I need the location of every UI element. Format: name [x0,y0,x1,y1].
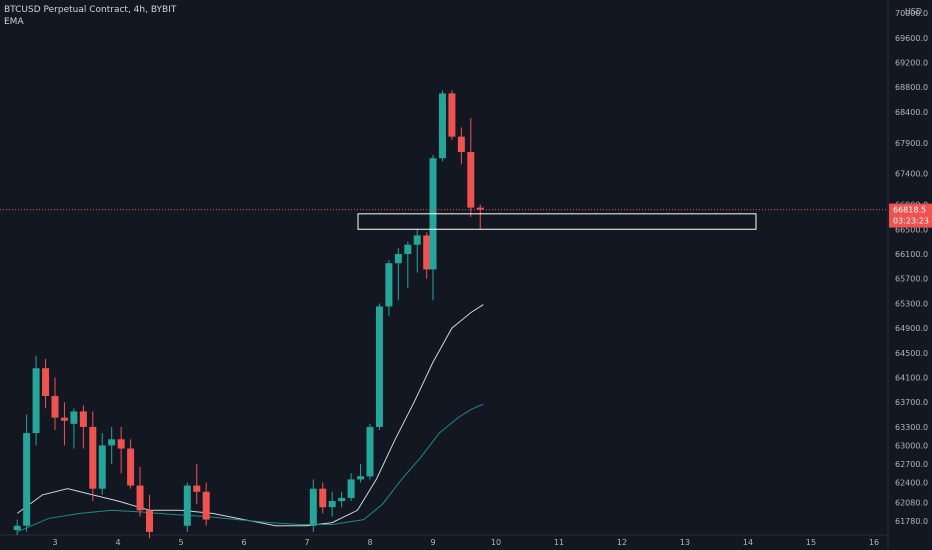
time-tick-7: 7 [304,538,309,547]
price-tick-9: 66100.0 [895,250,928,259]
candle-body-20 [328,501,336,508]
candle-body-1 [23,433,31,526]
time-tick-11: 11 [554,538,564,547]
price-tick-17: 63000.0 [895,441,928,450]
time-tick-10: 10 [491,538,501,547]
candle-body-22 [347,479,355,498]
price-tick-1: 69600.0 [895,34,928,43]
chart-legend: BTCUSD Perpetual Contract, 4h, BYBIT EMA [4,4,176,28]
price-tick-4: 68400.0 [895,108,928,117]
time-tick-6: 6 [241,538,246,547]
price-tick-2: 69200.0 [895,59,928,68]
candle-body-26 [385,263,393,307]
candle-body-11 [117,439,125,449]
price-tick-5: 67900.0 [895,139,928,148]
candle-body-18 [309,488,317,526]
price-tick-0: 70000.0 [895,9,928,18]
price-tick-21: 61780.0 [895,517,928,526]
price-tick-18: 62700.0 [895,460,928,469]
time-tick-4: 4 [115,538,120,547]
candle-body-36 [476,207,484,210]
price-tick-10: 65700.0 [895,275,928,284]
candle-body-15 [183,485,191,526]
time-tick-16: 16 [869,538,879,547]
candle-body-10 [108,439,116,446]
support-zone-box [357,213,757,230]
candle-body-21 [338,497,346,502]
candle-body-17 [202,491,210,520]
candle-body-9 [98,445,106,489]
candle-body-24 [366,426,374,477]
candle-body-34 [457,136,465,153]
price-tick-14: 64100.0 [895,374,928,383]
candle-body-2 [32,368,40,434]
candle-body-14 [146,510,153,532]
price-tick-15: 63700.0 [895,398,928,407]
time-tick-15: 15 [806,538,816,547]
candle-body-25 [375,306,383,427]
price-tick-16: 63300.0 [895,423,928,432]
time-tick-12: 12 [617,538,627,547]
ema-fast-line [16,304,484,527]
price-tick-20: 62080.0 [895,498,928,507]
price-tick-6: 67400.0 [895,170,928,179]
time-tick-13: 13 [680,538,690,547]
candle-body-8 [89,426,97,489]
last-price-value: 66818.5 [893,206,926,215]
candle-body-5 [60,417,68,421]
time-tick-3: 3 [52,538,57,547]
time-tick-5: 5 [178,538,183,547]
time-tick-9: 9 [430,538,435,547]
time-tick-14: 14 [743,538,753,547]
price-tick-13: 64500.0 [895,349,928,358]
candle-body-16 [193,485,201,492]
price-tick-11: 65300.0 [895,299,928,308]
currency-label: USD [905,7,922,16]
price-tick-19: 62400.0 [895,479,928,488]
symbol-title[interactable]: BTCUSD Perpetual Contract, 4h, BYBIT [4,5,177,15]
candle-body-27 [394,253,402,264]
candle-body-6 [70,411,78,424]
candle-body-19 [319,488,327,508]
last-price-tag [889,203,932,228]
candle-body-29 [413,235,421,245]
candle-body-3 [42,368,50,397]
candle-body-4 [51,396,59,418]
candle-body-35 [467,152,475,208]
candle-body-28 [404,244,412,254]
candle-body-32 [438,93,446,159]
candle-body-30 [423,235,431,270]
candle-body-23 [357,476,365,480]
ema-slow-line [17,403,484,533]
candle-body-13 [136,485,144,511]
candle-countdown: 03:23:23 [893,217,929,226]
price-tick-8: 66500.0 [895,225,928,234]
candle-body-33 [448,93,456,137]
time-tick-8: 8 [367,538,372,547]
candle-body-12 [127,448,135,486]
indicator-label[interactable]: EMA [4,17,24,27]
candle-body-0 [13,525,21,531]
price-tick-12: 64900.0 [895,324,928,333]
candle-body-7 [79,411,87,427]
price-tick-3: 68800.0 [895,83,928,92]
